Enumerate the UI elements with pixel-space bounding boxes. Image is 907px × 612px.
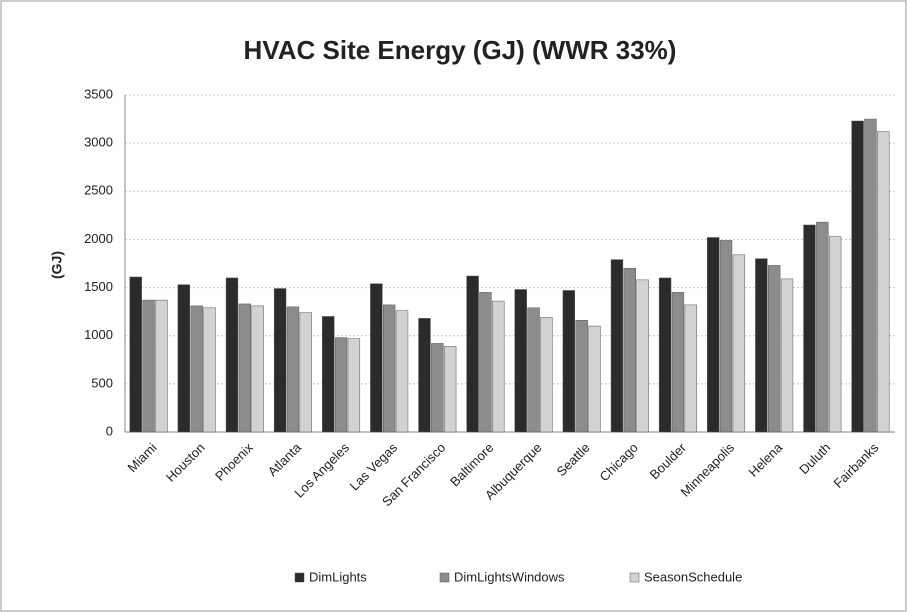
- bar: [864, 118, 877, 433]
- bar: [671, 292, 685, 433]
- bar: [707, 237, 720, 433]
- bar: [684, 304, 697, 433]
- legend-swatch: [439, 572, 450, 583]
- legend-label: DimLightsWindows: [454, 569, 565, 584]
- y-tick-label: 0: [106, 423, 113, 438]
- y-tick-label: 1000: [84, 327, 113, 342]
- bar: [610, 259, 624, 433]
- bar: [129, 276, 142, 433]
- bar: [623, 268, 636, 433]
- bar: [443, 346, 457, 433]
- bar: [225, 277, 239, 433]
- bar: [575, 320, 588, 433]
- bar: [540, 317, 553, 433]
- y-tick-label: 2000: [84, 231, 113, 246]
- bar: [780, 278, 794, 433]
- bar: [177, 284, 191, 433]
- bar: [755, 258, 768, 433]
- bar: [238, 303, 251, 433]
- bar: [636, 279, 649, 433]
- bar: [527, 307, 540, 433]
- bar: [142, 299, 155, 433]
- bar: [155, 299, 168, 433]
- y-tick-label: 3500: [84, 86, 113, 101]
- bar: [658, 277, 672, 433]
- y-tick-label: 500: [91, 375, 113, 390]
- bar: [347, 338, 361, 433]
- bar: [418, 318, 431, 433]
- bar: [190, 305, 203, 433]
- bar: [514, 289, 527, 433]
- bar: [479, 292, 492, 433]
- bar: [322, 316, 335, 433]
- bar: [395, 310, 409, 433]
- bar: [828, 236, 842, 433]
- bar: [286, 306, 300, 433]
- bar: [466, 275, 479, 433]
- bar: [203, 307, 216, 433]
- legend-label: DimLights: [309, 569, 367, 584]
- y-tick-label: 2500: [84, 183, 113, 198]
- bar: [334, 337, 348, 433]
- bar: [803, 224, 816, 433]
- bar: [877, 131, 890, 433]
- legend-label: SeasonSchedule: [644, 569, 742, 584]
- bar: [816, 221, 829, 433]
- bar: [251, 305, 264, 433]
- legend-swatch: [294, 572, 305, 583]
- bar: [588, 325, 601, 433]
- bar: [768, 265, 781, 433]
- bar: [299, 312, 312, 433]
- bar: [732, 254, 746, 433]
- bar: [851, 120, 864, 433]
- bar: [431, 343, 444, 433]
- bar: [273, 288, 287, 433]
- bar: [492, 300, 505, 433]
- y-tick-label: 3000: [84, 135, 113, 150]
- y-axis-title: (GJ): [49, 251, 65, 279]
- bar: [562, 290, 576, 433]
- legend-swatch: [629, 572, 640, 583]
- bar: [370, 283, 383, 433]
- y-tick-label: 1500: [84, 279, 113, 294]
- bar: [719, 240, 733, 433]
- bar: [383, 304, 396, 433]
- chart-title: HVAC Site Energy (GJ) (WWR 33%): [244, 35, 677, 65]
